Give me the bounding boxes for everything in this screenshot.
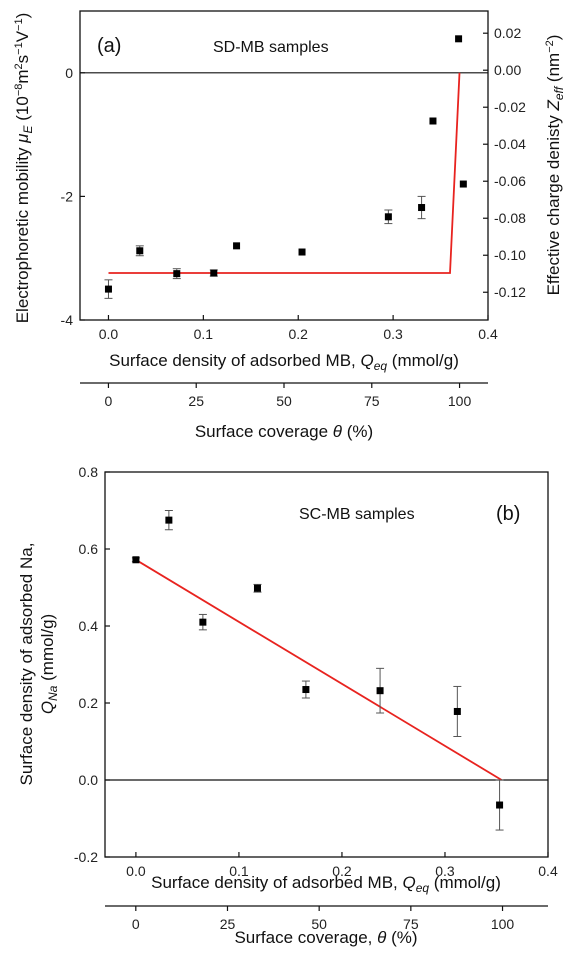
- panel-b-annotation: SC-MB samples: [299, 506, 415, 523]
- panel-b-y-tick-label: -0.2: [74, 849, 98, 865]
- panel-b-y-ticks: -0.2 0.0 0.2 0.4 0.6 0.8: [74, 464, 110, 865]
- panel-b-y-tick-label: 0.0: [79, 772, 99, 788]
- panel-a-data-point: [233, 242, 241, 250]
- panel-a-x-ticks: 0.0 0.1 0.2 0.3 0.4: [99, 315, 498, 342]
- panel-a-y-tick-label: -2: [61, 188, 74, 204]
- panel-b-data-point: [302, 686, 310, 694]
- panel-b-y-tick-label: 0.6: [79, 541, 99, 557]
- panel-a-right-y-tick-label: -0.02: [494, 99, 526, 115]
- panel-a-right-y-ticks: -0.12 -0.10 -0.08 -0.06 -0.04 -0.02 0.00 0.02: [483, 25, 526, 300]
- panel-a-data-point: [298, 248, 306, 256]
- panel-b-coverage-tick-label: 0: [132, 916, 140, 932]
- panel-a-x-tick-label: 0.0: [99, 326, 119, 342]
- panel-b-data-point: [496, 801, 504, 809]
- panel-a-data-point: [459, 180, 467, 188]
- panel-b-data-point: [376, 687, 384, 695]
- panel-a-x-axis-label: Surface density of adsorbed MB, Qeq (mmo…: [109, 351, 459, 373]
- panel-b-x-tick-label: 0.4: [538, 863, 558, 879]
- panel-a-right-y-tick-label: -0.08: [494, 210, 526, 226]
- panel-a-data-point: [173, 270, 181, 278]
- panel-a-data-point: [418, 204, 426, 212]
- panel-b-fit-line: [135, 559, 503, 781]
- panel-b-coverage-axis-label: Surface coverage, θ (%): [234, 928, 417, 947]
- panel-a-x-tick-label: 0.1: [194, 326, 214, 342]
- panel-b-y-axis-label-line2: QNa (mmol/g): [38, 614, 60, 714]
- panel-a-coverage-ticks: 0 25 50 75 100: [105, 383, 472, 409]
- panel-a-coverage-tick-label: 25: [188, 393, 204, 409]
- panel-b-coverage-tick-label: 50: [311, 916, 327, 932]
- panel-a-x-tick-label: 0.2: [288, 326, 308, 342]
- panel-a-coverage-axis-label: Surface coverage θ (%): [195, 422, 373, 441]
- panel-b-label: (b): [496, 503, 520, 525]
- panel-a-right-y-tick-label: -0.04: [494, 136, 526, 152]
- panel-a-data-point: [384, 213, 392, 221]
- panel-a-data-point: [104, 285, 112, 293]
- panel-a-right-y-axis-label: Effective charge denisty Zeff (nm−2): [544, 35, 566, 296]
- panel-b: 0.0 0.1 0.2 0.3 0.4 -0.20.00.20.40.60.8 (b) …: [17, 464, 558, 947]
- panel-a-right-y-tick-label: 0.00: [494, 62, 521, 78]
- panel-b-y-tick-label: 0.8: [79, 464, 99, 480]
- panel-b-data-points: [131, 510, 504, 831]
- panel-b-data-point: [453, 707, 461, 715]
- panel-b-x-axis-label: Surface density of adsorbed MB, Qeq (mmo…: [151, 873, 501, 895]
- panel-a-y-tick-label: 0: [65, 65, 73, 81]
- panel-b-x-tick-label: 0.0: [126, 863, 146, 879]
- panel-a-label: (a): [97, 35, 121, 57]
- panel-a-data-point: [455, 35, 463, 43]
- panel-a-annotation: SD-MB samples: [213, 39, 329, 56]
- panel-a: 0.0 0.1 0.2 0.3 0.4 -4-20 -0.12-0.10-0.08-0.…: [13, 10, 566, 441]
- panel-b-x-tick-label: 0.1: [229, 863, 249, 879]
- panel-a-fit-polyline: [108, 72, 461, 274]
- panel-a-coverage-tick-label: 0: [105, 393, 113, 409]
- panel-b-coverage-tick-label: 75: [403, 916, 419, 932]
- panel-b-y-axis-label-line1: Surface density of adsorbed Na,: [17, 543, 36, 786]
- panel-a-y-ticks: -4 -2 0: [61, 65, 85, 328]
- panel-b-data-point: [165, 516, 173, 524]
- panel-b-data-point: [132, 556, 140, 564]
- panel-a-coverage-tick-label: 50: [276, 393, 292, 409]
- panel-a-right-y-tick-label: 0.02: [494, 25, 521, 41]
- panel-b-fit-polyline: [135, 559, 503, 781]
- panel-a-plot-frame: [79, 10, 489, 321]
- panel-a-x-tick-label: 0.4: [478, 326, 498, 342]
- panel-b-x-tick-label: 0.3: [435, 863, 455, 879]
- panel-a-data-point: [429, 117, 437, 125]
- panel-a-fit-line: [108, 72, 461, 274]
- panel-b-coverage-ticks: 0 25 50 75 100: [132, 906, 515, 932]
- panel-a-right-y-tick-label: -0.10: [494, 247, 526, 263]
- panel-a-data-points: [104, 35, 467, 299]
- panel-a-y-axis-label: Electrophoretic mobility μE (10−8m2s−1V−…: [13, 13, 35, 324]
- panel-b-x-ticks: 0.0 0.1 0.2 0.3 0.4: [126, 852, 558, 879]
- panel-b-data-point: [253, 584, 261, 592]
- panel-a-y-tick-label: -4: [61, 312, 74, 328]
- panel-b-y-tick-label: 0.4: [79, 618, 99, 634]
- panel-b-coverage-tick-label: 25: [220, 916, 236, 932]
- panel-a-coverage-tick-label: 75: [364, 393, 380, 409]
- panel-a-coverage-tick-label: 100: [448, 393, 472, 409]
- panel-b-x-tick-label: 0.2: [332, 863, 352, 879]
- panel-a-right-y-tick-label: -0.12: [494, 284, 526, 300]
- panel-b-plot-frame: [104, 471, 549, 858]
- panel-a-x-tick-label: 0.3: [383, 326, 403, 342]
- panel-a-data-point: [210, 269, 218, 277]
- panel-a-right-y-tick-label: -0.06: [494, 173, 526, 189]
- panel-a-data-point: [136, 247, 144, 255]
- panel-b-coverage-tick-label: 100: [491, 916, 515, 932]
- panel-b-data-point: [199, 618, 207, 626]
- panel-b-y-tick-label: 0.2: [79, 695, 99, 711]
